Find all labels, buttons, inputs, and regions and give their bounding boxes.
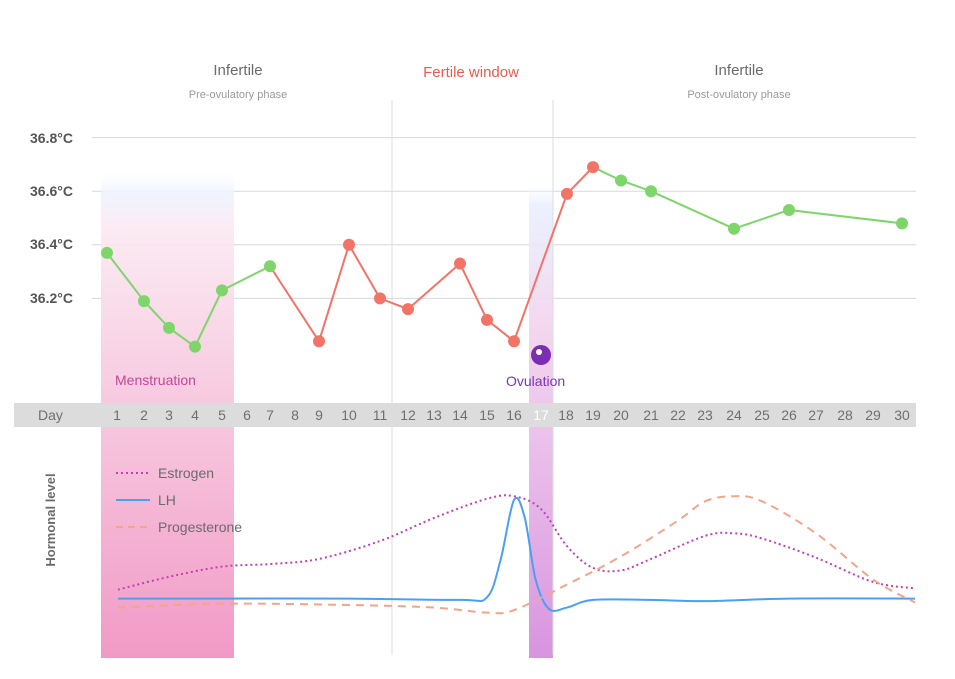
temperature-point (216, 284, 228, 297)
legend-label-progesterone: Progesterone (158, 519, 242, 535)
temperature-point (508, 335, 520, 348)
y-tick-label: 36.4°C (30, 236, 73, 252)
phase-dividers (391, 100, 554, 655)
phase-subtitle-post: Post-ovulatory phase (687, 89, 790, 101)
day-label: 1 (113, 407, 121, 423)
day-label: 19 (585, 407, 601, 423)
phase-title-fertile: Fertile window (423, 64, 519, 81)
temperature-segment (318, 244, 350, 342)
day-label: 27 (808, 407, 824, 423)
phase-title-post: Infertile (714, 62, 763, 79)
day-label: 13 (426, 407, 442, 423)
y-axis: 36.8°C 36.6°C 36.4°C 36.2°C (30, 130, 73, 306)
temperature-segment (348, 244, 381, 299)
hormone-axis-title: Hormonal level (43, 473, 58, 566)
temperature-segment (407, 262, 461, 310)
temperature-series (101, 161, 908, 353)
y-tick-label: 36.8°C (30, 130, 73, 146)
temperature-segment (221, 265, 271, 292)
hormone-curves (117, 494, 916, 615)
day-label: 28 (837, 407, 853, 423)
day-label: 23 (697, 407, 713, 423)
ovulation-marker-dot (531, 345, 551, 365)
y-tick-label: 36.6°C (30, 183, 73, 199)
hormone-legend: Estrogen LH Progesterone (116, 465, 242, 535)
phase-headers: Infertile Pre-ovulatory phase Fertile wi… (189, 62, 791, 101)
temperature-point (454, 257, 466, 270)
temperature-point (402, 303, 414, 316)
temperature-segment (194, 289, 223, 348)
day-label: 9 (315, 407, 323, 423)
menstruation-label: Menstruation (115, 372, 196, 388)
ovulation-marker (531, 345, 551, 365)
day-label: 30 (894, 407, 910, 423)
phase-title-pre: Infertile (213, 62, 262, 79)
day-label: 21 (643, 407, 659, 423)
temperature-segment (513, 193, 568, 342)
day-label: 25 (754, 407, 770, 423)
temperature-point (896, 217, 908, 230)
day-label: 18 (558, 407, 574, 423)
temperature-point (343, 238, 355, 251)
temperature-point (728, 222, 740, 235)
legend-label-lh: LH (158, 492, 176, 508)
hormone-curve-estrogen (117, 494, 916, 591)
temperature-segment (459, 263, 488, 321)
day-label: 17 (533, 407, 549, 423)
legend-label-estrogen: Estrogen (158, 465, 214, 481)
day-label: 5 (218, 407, 226, 423)
day-label: 4 (191, 407, 199, 423)
temperature-point (587, 161, 599, 174)
day-label: 15 (479, 407, 495, 423)
day-label: 22 (670, 407, 686, 423)
phase-subtitle-pre: Pre-ovulatory phase (189, 89, 287, 101)
temperature-segment (269, 265, 320, 342)
day-label: 12 (400, 407, 416, 423)
ovulation-label: Ovulation (506, 373, 565, 389)
day-label: 20 (613, 407, 629, 423)
temperature-segment (733, 209, 790, 230)
day-label: 7 (266, 407, 274, 423)
temperature-point (138, 295, 150, 308)
day-axis-title: Day (38, 407, 63, 423)
ovulation-marker-highlight (536, 349, 542, 355)
temperature-point (481, 313, 493, 326)
day-label: 2 (140, 407, 148, 423)
temperature-point (615, 174, 627, 187)
day-axis-strip (14, 403, 916, 427)
day-label: 14 (452, 407, 468, 423)
hormone-curve-progesterone (117, 495, 916, 615)
day-label: 26 (781, 407, 797, 423)
day-axis: Day 1 2 3 4 5 6 7 8 9 10 11 12 13 14 15 16 17 18 19 20 21 22 2… (14, 403, 916, 427)
temperature-point (783, 203, 795, 216)
day-label: 3 (165, 407, 173, 423)
temperature-point (561, 187, 573, 200)
temperature-point (374, 292, 386, 305)
day-label: 8 (291, 407, 299, 423)
day-label: 6 (243, 407, 251, 423)
day-label: 10 (341, 407, 357, 423)
temperature-point (264, 260, 276, 273)
temperature-segment (788, 208, 903, 225)
temperature-point (645, 185, 657, 198)
temperature-point (101, 246, 113, 259)
day-label: 16 (506, 407, 522, 423)
day-label: 29 (865, 407, 881, 423)
temperature-point (313, 335, 325, 348)
temperature-segment (566, 166, 594, 195)
temperature-segment (650, 190, 735, 230)
y-tick-label: 36.2°C (30, 290, 73, 306)
day-label: 11 (373, 407, 388, 423)
temperature-segment (143, 300, 170, 329)
temperature-segment (106, 252, 145, 302)
hormone-curve-lh (117, 497, 916, 612)
temperature-point (189, 340, 201, 353)
day-label: 24 (726, 407, 742, 423)
temperature-point (163, 321, 175, 334)
